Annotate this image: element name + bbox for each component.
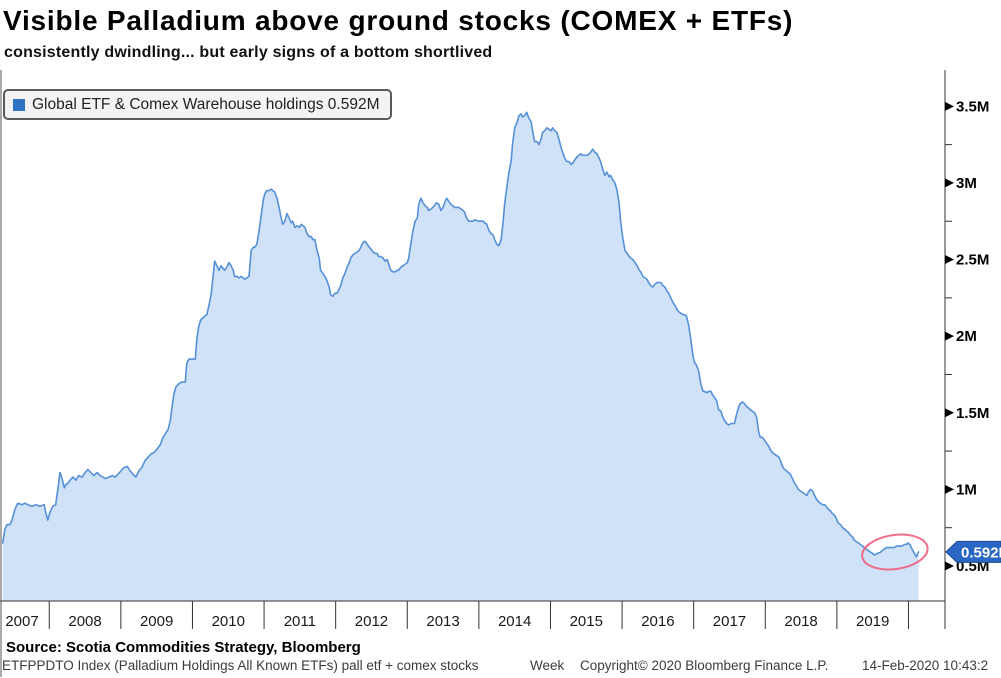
area-fill	[2, 112, 919, 601]
y-tick-label: 3.5M	[956, 98, 989, 115]
y-tick-arrow-icon	[945, 255, 954, 265]
x-tick-label: 2009	[140, 613, 173, 630]
periodicity-label: Week	[530, 658, 565, 673]
meta-line: ETFPPDTO Index (Palladium Holdings All K…	[0, 658, 1001, 678]
copyright-label: Copyright© 2020 Bloomberg Finance L.P.	[580, 658, 829, 673]
series-line	[1, 111, 920, 558]
y-tick-label: 2M	[956, 328, 977, 345]
source-line: Source: Scotia Commodities Strategy, Blo…	[6, 639, 361, 656]
legend-label: Global ETF & Comex Warehouse holdings 0.…	[32, 95, 380, 113]
y-tick-arrow-icon	[945, 408, 954, 418]
y-tick-arrow-icon	[945, 101, 954, 111]
x-tick-label: 2014	[498, 613, 531, 630]
x-tick-label: 2015	[570, 613, 603, 630]
last-value-tag-label: 0.592M	[961, 544, 1001, 561]
y-tick-label: 1.5M	[956, 405, 989, 422]
legend-swatch-icon	[13, 98, 25, 111]
y-tick-label: 3M	[956, 175, 977, 192]
x-tick-label: 2016	[641, 613, 674, 630]
y-tick-arrow-icon	[945, 331, 954, 341]
x-tick-label: 2010	[212, 613, 245, 630]
y-tick-arrow-icon	[945, 561, 954, 571]
last-value-tag	[945, 540, 1001, 563]
y-tick-arrow-icon	[945, 178, 954, 188]
x-tick-label: 2012	[355, 613, 388, 630]
x-tick-label: 2011	[284, 613, 316, 630]
timestamp-label: 14-Feb-2020 10:43:2	[862, 658, 989, 673]
ticker-description: ETFPPDTO Index (Palladium Holdings All K…	[2, 658, 479, 673]
legend-entry[interactable]: Global ETF & Comex Warehouse holdings 0.…	[3, 89, 393, 120]
x-tick-label: 2007	[5, 613, 38, 630]
x-tick-label: 2008	[68, 613, 101, 630]
bottom-highlight-ellipse	[861, 533, 929, 571]
y-tick-arrow-icon	[945, 484, 954, 494]
x-tick-label: 2013	[426, 613, 459, 630]
x-tick-label: 2019	[856, 613, 889, 630]
x-tick-label: 2018	[784, 613, 817, 630]
y-tick-label: 1M	[956, 481, 977, 498]
chart-subtitle: consistently dwindling... but early sign…	[4, 44, 493, 61]
y-tick-label: 2.5M	[956, 252, 989, 269]
x-tick-label: 2017	[713, 613, 746, 630]
page-title: Visible Palladium above ground stocks (C…	[3, 5, 794, 36]
